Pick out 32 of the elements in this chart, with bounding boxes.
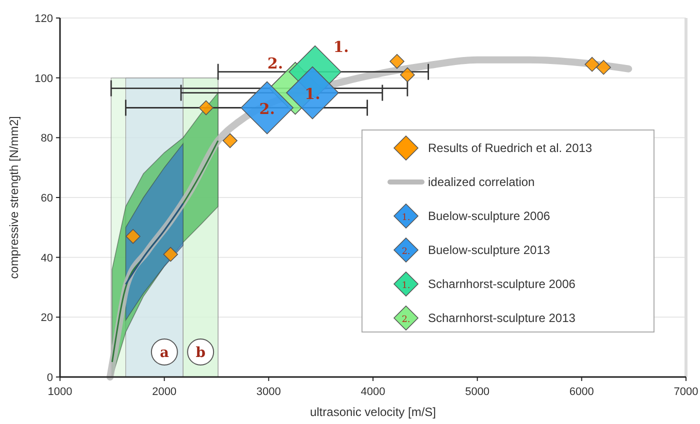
legend-label: Scharnhorst-sculpture 2006	[428, 277, 576, 291]
legend-label: Results of Ruedrich et al. 2013	[428, 141, 592, 155]
band-label: b	[196, 345, 206, 361]
x-tick-label: 2000	[152, 386, 177, 398]
x-tick-label: 6000	[569, 386, 594, 398]
y-tick-label: 20	[40, 312, 53, 324]
annotation: 2.	[267, 54, 284, 72]
x-tick-label: 3000	[256, 386, 281, 398]
x-tick-label: 1000	[48, 386, 72, 398]
annotation: 2.	[259, 100, 275, 118]
annotation: 1.	[333, 38, 349, 56]
text: 2.	[402, 247, 410, 257]
y-tick-label: 80	[40, 132, 53, 145]
y-tick-label: 40	[40, 252, 53, 264]
y-tick-label: 60	[40, 192, 53, 204]
legend-label: idealized correlation	[428, 175, 535, 189]
y-tick-label: 120	[34, 13, 53, 25]
annotation: 1.	[304, 84, 320, 103]
x-tick-label: 7000	[674, 386, 698, 398]
legend-label: Buelow-sculpture 2006	[428, 209, 550, 223]
legend-label: Buelow-sculpture 2013	[428, 243, 550, 257]
text: 2.	[402, 315, 410, 325]
band-label: a	[160, 345, 169, 361]
y-tick-label: 0	[46, 372, 53, 384]
x-axis-title: ultrasonic velocity [m/S]	[310, 405, 436, 419]
y-tick-label: 100	[34, 72, 53, 85]
text: 1.	[402, 213, 410, 223]
x-tick-label: 5000	[465, 386, 490, 398]
legend-label: Scharnhorst-sculpture 2013	[428, 311, 576, 325]
y-axis-title: compressive strength [N/mm2]	[7, 116, 21, 279]
text: 1.	[402, 281, 410, 291]
x-tick-label: 4000	[360, 386, 386, 398]
